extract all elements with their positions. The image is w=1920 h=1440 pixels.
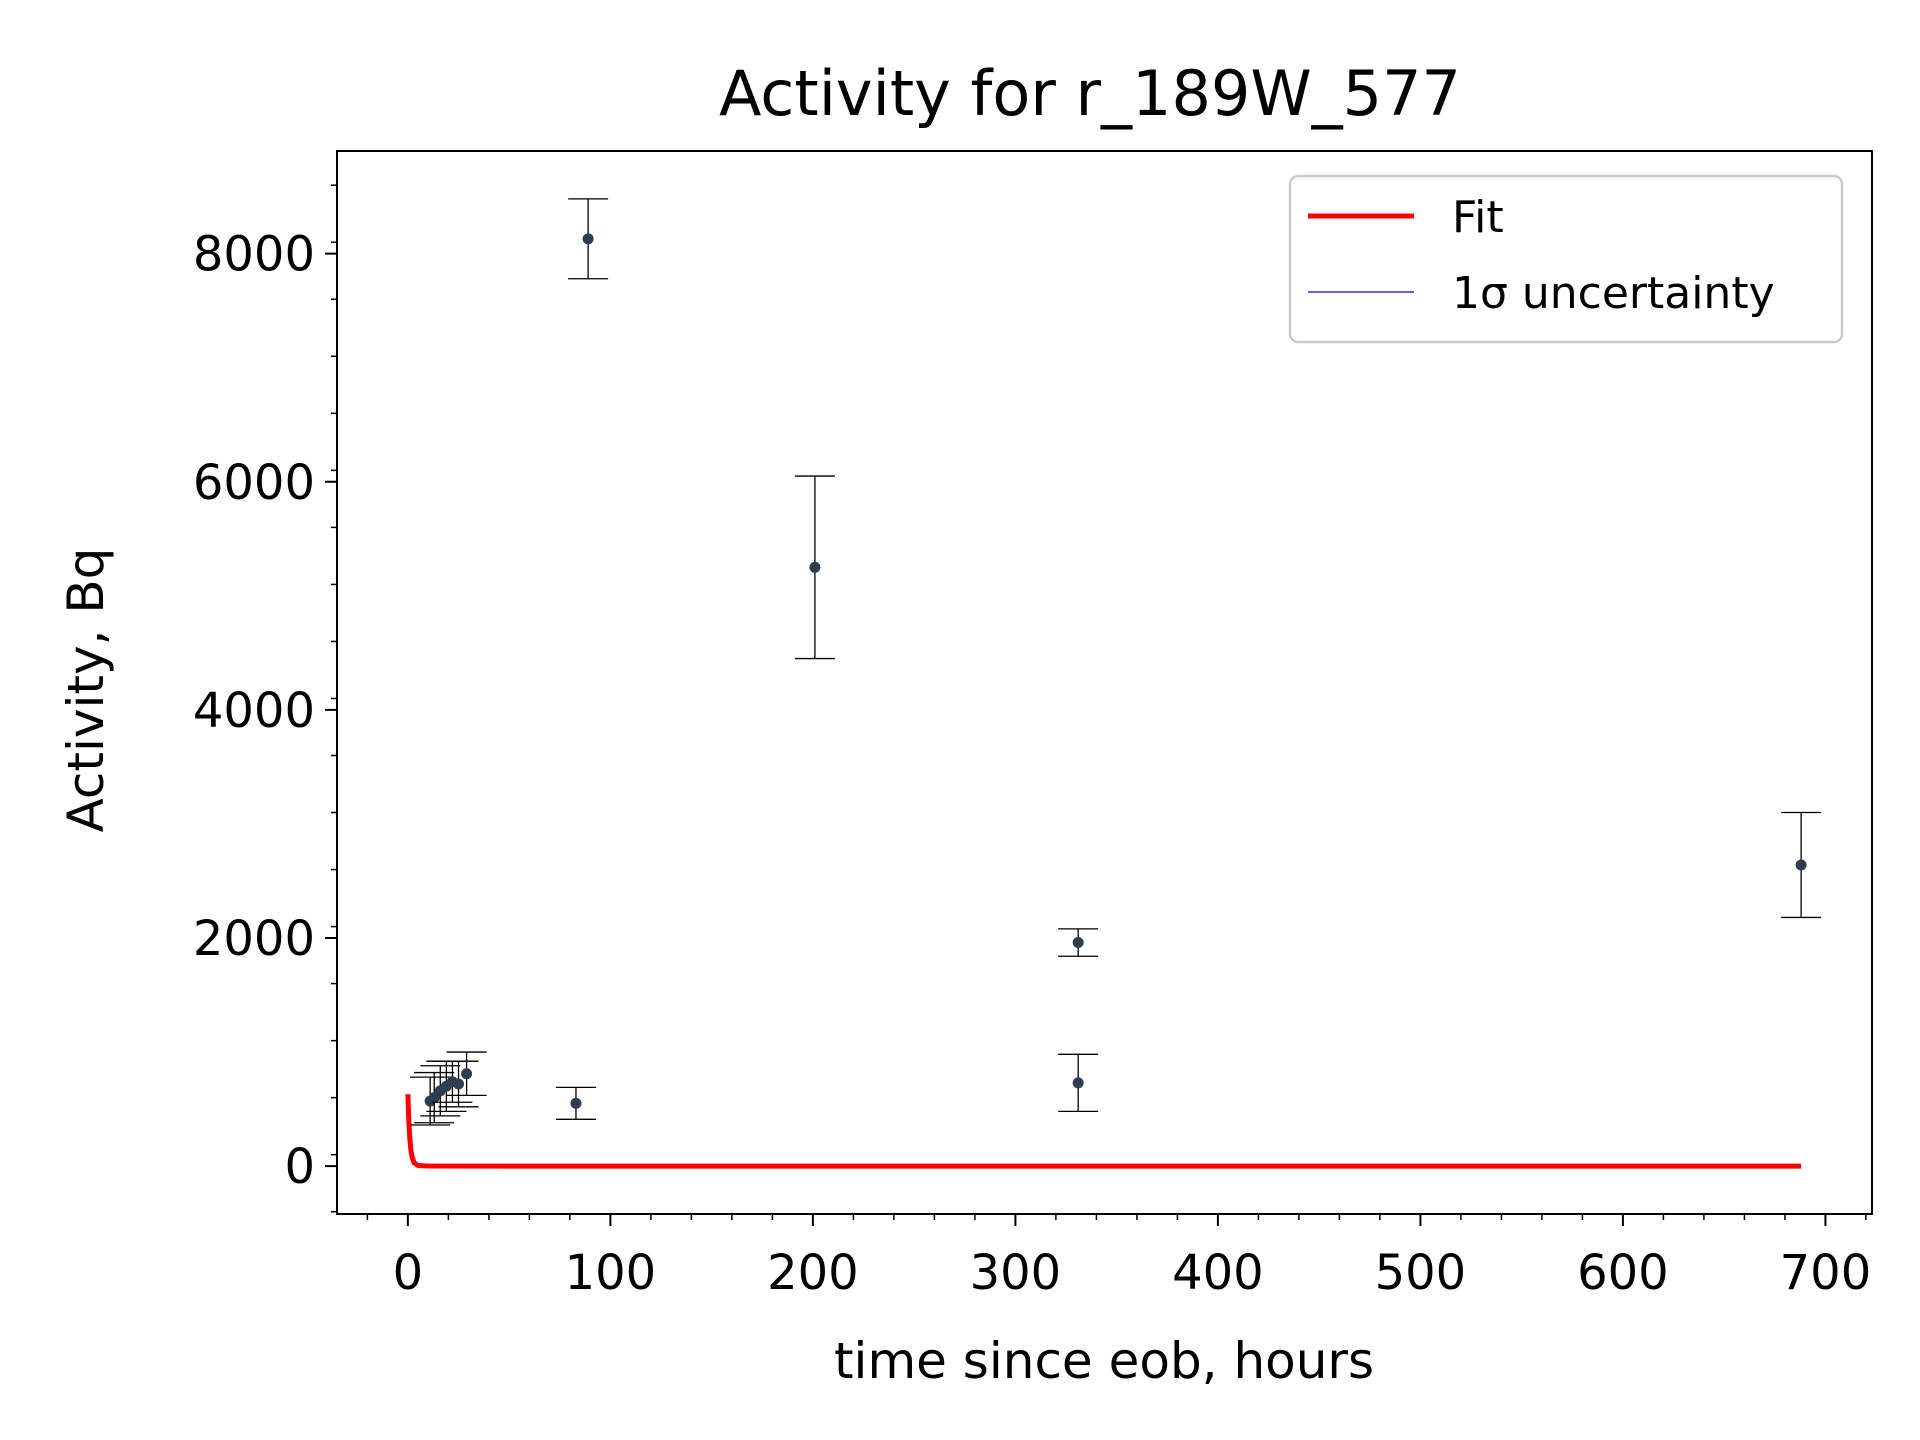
y-tick-label: 8000: [193, 227, 315, 283]
data-point: [1072, 937, 1084, 949]
legend-fit-label: Fit: [1452, 192, 1504, 243]
x-axis-label: time since eob, hours: [834, 1332, 1374, 1390]
x-axis: 0 100 200 300 400 500 600 700: [366, 1214, 1872, 1301]
x-tick-label: 300: [970, 1245, 1062, 1301]
plot-area: [336, 150, 1873, 1215]
data-point: [1795, 859, 1807, 871]
data-point: [582, 233, 594, 245]
data-point-group: [420, 1065, 461, 1117]
data-point-group: [438, 1060, 479, 1108]
data-point-group: [1058, 928, 1099, 957]
y-axis-label: Activity, Bq: [57, 548, 115, 833]
chart-title: Activity for r_189W_577: [719, 57, 1461, 130]
x-tick-label: 700: [1780, 1245, 1872, 1301]
data-point: [809, 561, 821, 573]
data-point: [1072, 1077, 1084, 1089]
plot-frame: [336, 150, 1873, 1215]
y-axis: 0 2000 4000 6000 8000: [193, 184, 337, 1213]
x-tick-label: 400: [1172, 1245, 1264, 1301]
data-point-group: [446, 1051, 487, 1097]
data-point: [461, 1068, 473, 1080]
x-tick-label: 0: [393, 1245, 424, 1301]
legend: Fit 1σ uncertainty: [1288, 174, 1844, 344]
data-point-group: [555, 1086, 596, 1120]
y-tick-label: 6000: [193, 455, 315, 511]
x-tick-label: 200: [767, 1245, 859, 1301]
y-tick-label: 2000: [193, 911, 315, 967]
x-tick-label: 500: [1375, 1245, 1467, 1301]
legend-box: [1288, 174, 1844, 344]
data-point-group: [1058, 1053, 1099, 1112]
data-point: [453, 1078, 465, 1090]
y-tick-label: 4000: [193, 683, 315, 739]
data-point-group: [794, 475, 835, 660]
data-point: [570, 1097, 582, 1109]
y-tick-label: 0: [284, 1139, 315, 1195]
data-point-group: [1781, 811, 1822, 919]
fit-curve: [405, 1094, 1802, 1169]
legend-uncertainty-label: 1σ uncertainty: [1452, 268, 1775, 319]
x-tick-label: 100: [565, 1245, 657, 1301]
data-point-group: [568, 198, 609, 280]
x-tick-label: 600: [1577, 1245, 1669, 1301]
